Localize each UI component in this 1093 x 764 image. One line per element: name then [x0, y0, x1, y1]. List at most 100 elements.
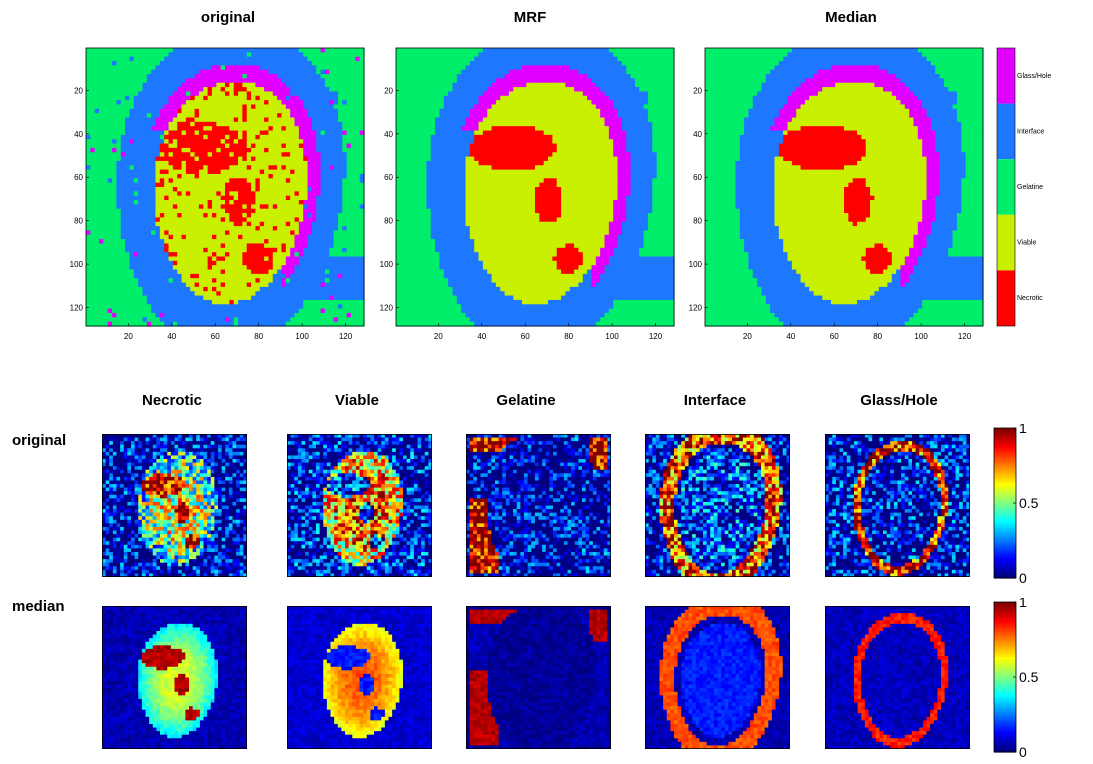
seg-cell: [146, 134, 152, 140]
seg-cell: [181, 252, 187, 258]
segmentation-cells: [86, 48, 365, 327]
seg-cell: [220, 61, 226, 66]
seg-cell: [211, 273, 217, 279]
seg-cell: [565, 91, 571, 97]
seg-cell: [164, 65, 170, 71]
seg-cell: [535, 56, 540, 62]
seg-cell: [574, 48, 580, 53]
seg-cell: [142, 130, 148, 136]
seg-cell: [535, 100, 540, 106]
seg-cell: [342, 117, 348, 123]
seg-cell: [251, 239, 257, 245]
seg-cell: [259, 317, 265, 323]
seg-cell: [198, 65, 204, 71]
seg-cell: [125, 234, 131, 240]
seg-cell: [238, 299, 243, 305]
seg-cell: [255, 304, 261, 310]
seg-cell: [242, 117, 248, 123]
seg-cell: [617, 52, 623, 58]
seg-cell: [242, 308, 248, 314]
seg-cell: [142, 195, 148, 201]
seg-cell: [177, 291, 183, 297]
seg-cell: [133, 260, 139, 266]
seg-cell: [138, 87, 144, 93]
seg-cell: [233, 291, 239, 297]
seg-cell: [99, 173, 104, 179]
seg-cell: [290, 213, 296, 219]
seg-cell: [285, 104, 291, 110]
seg-cell: [125, 147, 131, 153]
seg-cell: [430, 87, 436, 93]
seg-cell: [264, 239, 270, 245]
seg-cell: [133, 165, 139, 171]
seg-cell: [324, 217, 330, 223]
seg-cell: [107, 160, 113, 166]
seg-cell: [285, 173, 291, 179]
seg-cell: [86, 108, 91, 114]
seg-cell: [198, 299, 204, 305]
seg-cell: [561, 65, 567, 71]
seg-cell: [311, 213, 317, 219]
seg-cell: [103, 256, 109, 262]
seg-cell: [465, 104, 471, 110]
seg-cell: [220, 247, 226, 253]
seg-cell: [120, 312, 126, 318]
seg-cell: [277, 286, 283, 292]
seg-cell: [194, 200, 200, 205]
seg-cell: [285, 273, 291, 279]
seg-cell: [521, 52, 527, 58]
seg-cell: [422, 91, 428, 97]
seg-cell: [355, 217, 361, 223]
seg-cell: [99, 156, 104, 162]
seg-cell: [220, 78, 226, 84]
seg-cell: [320, 121, 326, 127]
seg-cell: [587, 74, 593, 80]
seg-cell: [159, 130, 165, 136]
seg-cell: [90, 295, 96, 301]
seg-cell: [133, 217, 139, 223]
seg-cell: [225, 256, 230, 262]
seg-cell: [233, 304, 239, 310]
seg-cell: [621, 78, 627, 84]
seg-cell: [168, 243, 174, 249]
seg-cell: [359, 178, 365, 184]
seg-cell: [185, 321, 191, 327]
seg-cell: [504, 95, 510, 101]
seg-cell: [259, 113, 265, 119]
seg-cell: [469, 74, 475, 80]
seg-cell: [487, 48, 493, 53]
seg-cell: [125, 247, 131, 253]
seg-cell: [190, 282, 196, 288]
seg-cell: [350, 69, 356, 75]
seg-cell: [281, 243, 287, 249]
seg-cell: [350, 139, 356, 145]
seg-cell: [272, 269, 278, 275]
seg-cell: [307, 147, 313, 153]
seg-cell: [181, 317, 187, 323]
seg-cell: [220, 234, 226, 240]
seg-cell: [268, 74, 274, 80]
seg-cell: [311, 52, 317, 58]
seg-cell: [246, 269, 252, 275]
seg-cell: [307, 247, 313, 253]
seg-cell: [198, 121, 204, 127]
seg-cell: [198, 265, 204, 271]
seg-cell: [346, 182, 352, 188]
seg-cell: [86, 221, 91, 227]
seg-cell: [103, 178, 109, 184]
seg-cell: [272, 178, 278, 184]
seg-cell: [99, 213, 104, 219]
seg-cell: [272, 243, 278, 249]
seg-cell: [285, 152, 291, 158]
seg-cell: [168, 239, 174, 245]
seg-cell: [294, 156, 300, 162]
seg-cell: [242, 295, 248, 301]
seg-cell: [185, 91, 191, 97]
seg-cell: [120, 195, 126, 201]
seg-cell: [94, 256, 100, 262]
seg-cell: [146, 108, 152, 114]
seg-cell: [125, 169, 131, 175]
seg-cell: [194, 169, 200, 175]
seg-cell: [324, 139, 330, 145]
seg-cell: [452, 95, 458, 101]
